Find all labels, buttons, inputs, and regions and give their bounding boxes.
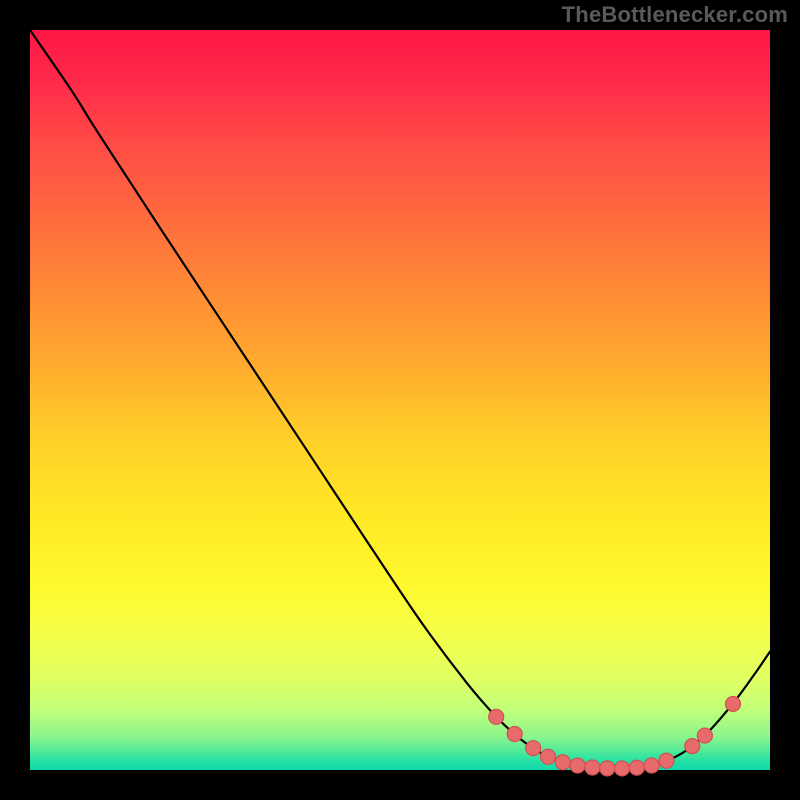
curve-marker: [541, 749, 556, 764]
chart-stage: TheBottlenecker.com: [0, 0, 800, 800]
curve-marker: [629, 760, 644, 775]
curve-marker: [489, 709, 504, 724]
curve-marker: [600, 761, 615, 776]
curve-marker: [555, 755, 570, 770]
chart-svg: [0, 0, 800, 800]
gradient-background: [30, 30, 770, 770]
curve-marker: [685, 739, 700, 754]
curve-marker: [570, 758, 585, 773]
curve-marker: [585, 760, 600, 775]
curve-marker: [615, 761, 630, 776]
curve-marker: [526, 741, 541, 756]
curve-marker: [644, 758, 659, 773]
curve-marker: [726, 696, 741, 711]
curve-marker: [507, 726, 522, 741]
curve-marker: [697, 728, 712, 743]
curve-marker: [659, 753, 674, 768]
